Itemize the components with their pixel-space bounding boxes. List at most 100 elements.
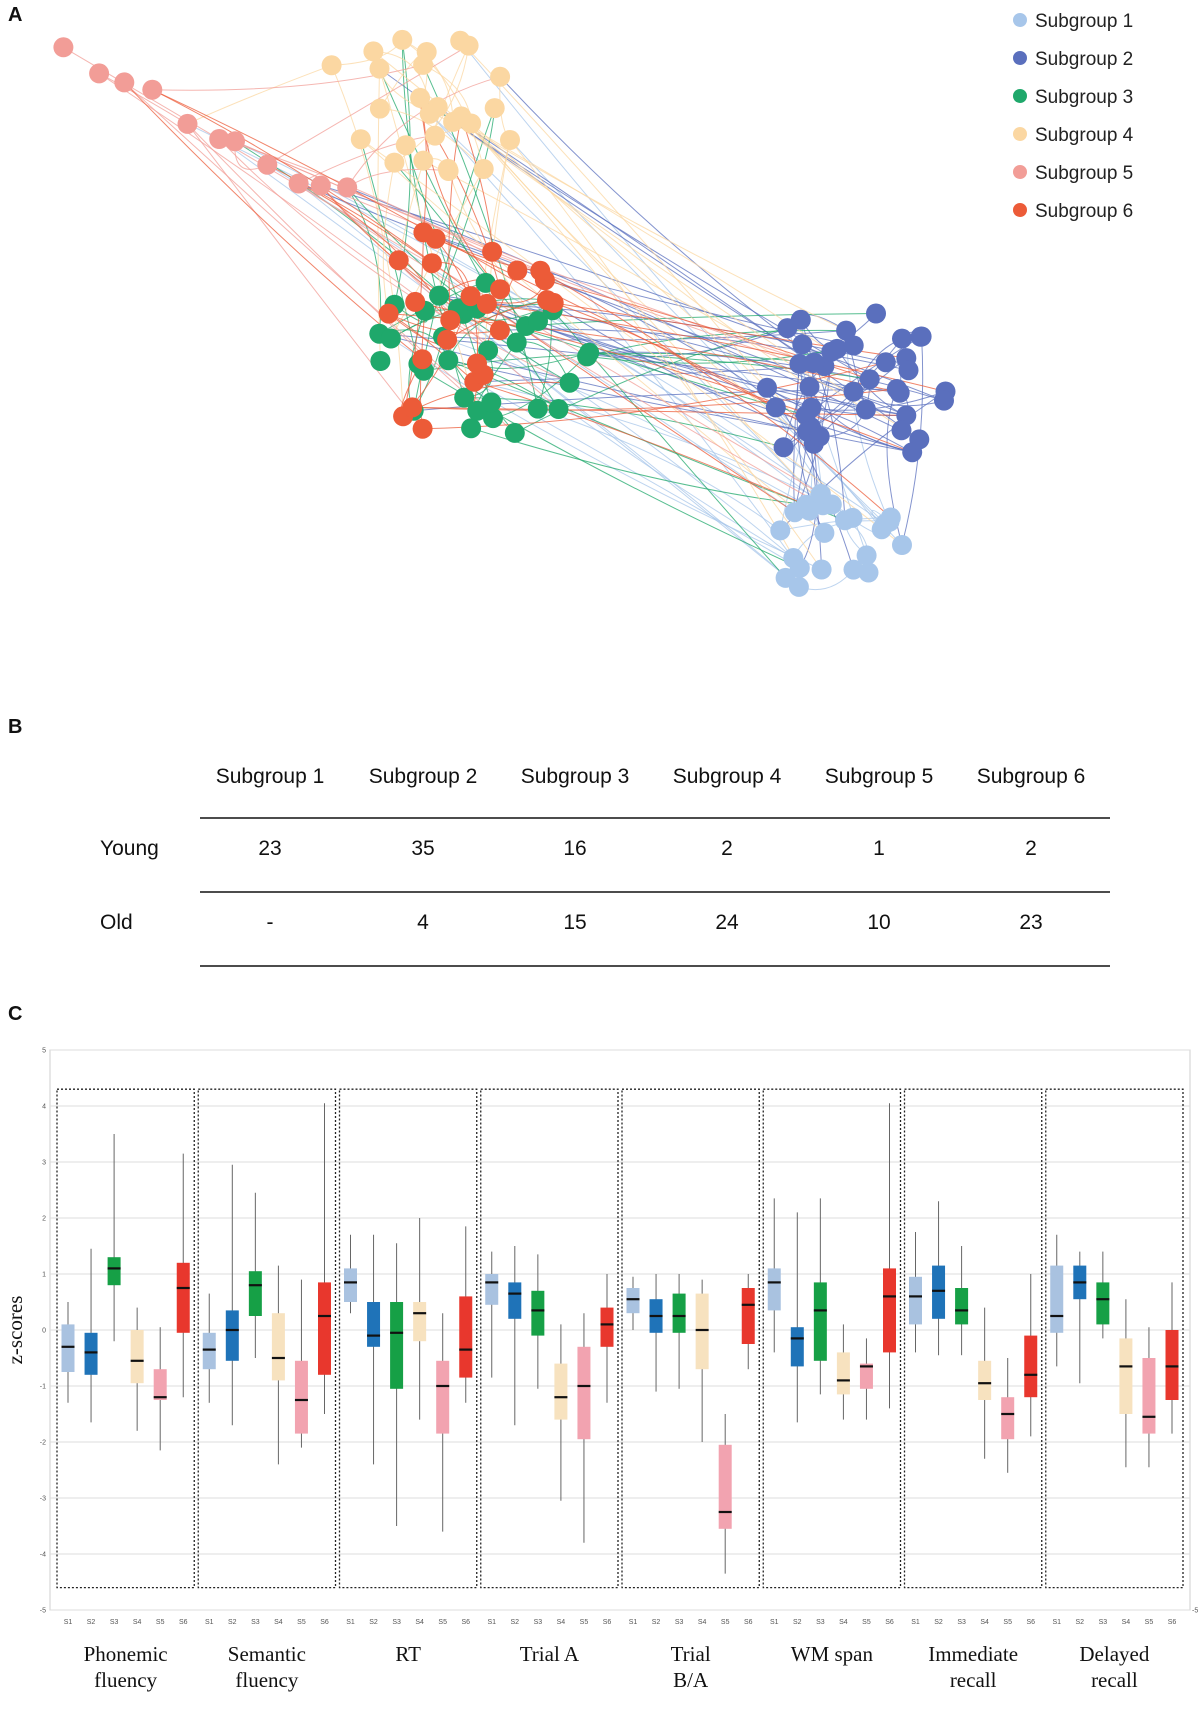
subgroup-table: Subgroup 1 Subgroup 2 Subgroup 3 Subgroup 4… (100, 765, 1110, 967)
network-edge (813, 362, 846, 521)
x-tick-label: S3 (251, 1619, 260, 1626)
network-edge (499, 76, 825, 367)
network-node-subgroup-1 (783, 548, 804, 568)
box-s3 (531, 1290, 545, 1336)
box-s6 (600, 1307, 614, 1347)
network-node-subgroup-5 (209, 129, 230, 149)
network-edge (218, 138, 570, 384)
x-tick-label: S2 (369, 1619, 378, 1626)
network-edge (553, 302, 777, 408)
network-node-subgroup-4 (461, 113, 482, 134)
network-node-subgroup-2 (859, 369, 880, 390)
network-edge (448, 359, 808, 433)
network-node-subgroup-2 (799, 376, 820, 397)
network-node-subgroup-6 (537, 290, 557, 311)
network-edge (438, 108, 496, 296)
x-tick-label: S3 (675, 1619, 684, 1626)
panel-label-a: A (8, 4, 23, 26)
x-tick-label: S5 (438, 1619, 447, 1626)
network-edge (470, 123, 815, 445)
network-node-subgroup-6 (437, 329, 458, 350)
network-node-subgroup-2 (809, 426, 830, 447)
category-label: Delayed (1079, 1642, 1149, 1666)
network-node-subgroup-4 (500, 130, 520, 150)
network-edge (360, 139, 419, 365)
network-nodes (53, 29, 956, 597)
network-node-subgroup-5 (177, 113, 198, 134)
category-label: Semantic (228, 1642, 306, 1666)
network-node-subgroup-4 (443, 111, 464, 132)
network-node-subgroup-4 (410, 87, 431, 108)
network-node-subgroup-2 (804, 352, 825, 373)
legend-label-subgroup-3: Subgroup 3 (1035, 87, 1133, 108)
network-node-subgroup-2 (836, 320, 857, 341)
box-s1 (344, 1268, 357, 1302)
network-node-subgroup-5 (89, 63, 110, 84)
network-node-subgroup-1 (814, 522, 835, 543)
x-tick-label: S2 (652, 1619, 661, 1626)
network-edge (553, 302, 907, 359)
network-edge (423, 160, 867, 410)
x-tick-label: S4 (557, 1619, 566, 1626)
network-edge (470, 123, 768, 389)
network-node-subgroup-6 (476, 293, 497, 314)
network-edge (298, 183, 854, 393)
network-node-subgroup-3 (528, 311, 548, 331)
test-group-frame (480, 1088, 619, 1589)
box-s3 (107, 1257, 121, 1286)
panel-label-b: B (8, 716, 23, 738)
table-cell: 1 (873, 837, 885, 860)
network-node-subgroup-3 (370, 351, 391, 371)
network-edge (476, 139, 511, 364)
table-row-label: Young (100, 837, 159, 860)
table-cell: 2 (1025, 837, 1037, 860)
box-s3 (672, 1293, 686, 1333)
network-edge (267, 45, 469, 166)
legend-marker-subgroup-2 (1013, 51, 1027, 65)
network-edge (474, 365, 825, 383)
network-node-subgroup-4 (450, 30, 471, 51)
x-tick-label: S1 (911, 1619, 920, 1626)
box-s5 (436, 1360, 450, 1434)
network-node-subgroup-4 (425, 125, 445, 146)
box-s2 (225, 1310, 239, 1361)
x-tick-label: S3 (957, 1619, 966, 1626)
network-edge (460, 116, 493, 252)
y-tick-label: 1 (42, 1272, 46, 1279)
network-edge (347, 186, 920, 440)
x-tick-label: S5 (156, 1619, 165, 1626)
y-tick-label: -5 (40, 1608, 46, 1615)
network-node-subgroup-1 (842, 507, 863, 528)
network-node-subgroup-1 (858, 562, 879, 583)
box-s5 (153, 1369, 167, 1400)
legend-marker-subgroup-5 (1013, 165, 1027, 179)
y-tick-label: 3 (42, 1160, 46, 1167)
box-s2 (508, 1282, 522, 1319)
network-node-subgroup-6 (421, 253, 442, 274)
network-node-subgroup-2 (934, 390, 954, 411)
box-s2 (932, 1265, 946, 1319)
legend-label-subgroup-5: Subgroup 5 (1035, 163, 1133, 184)
network-node-subgroup-4 (419, 103, 440, 124)
box-s6 (883, 1268, 896, 1353)
network-edge (434, 135, 501, 290)
network-node-subgroup-3 (380, 328, 401, 349)
network-edge (435, 238, 812, 428)
box-s6 (1024, 1335, 1038, 1398)
y-axis-label: z-scores (3, 1296, 27, 1365)
x-tick-label: S6 (603, 1619, 612, 1626)
network-edge (448, 116, 462, 321)
network-node-subgroup-2 (757, 377, 777, 398)
box-s2 (790, 1327, 804, 1367)
network-edge (589, 352, 870, 380)
network-edge (509, 139, 801, 569)
network-node-subgroup-6 (440, 310, 461, 331)
network-node-subgroup-2 (821, 341, 842, 362)
x-tick-label: S2 (228, 1619, 237, 1626)
network-edge (474, 381, 833, 505)
x-tick-label: S1 (64, 1619, 73, 1626)
network-node-subgroup-3 (454, 387, 475, 408)
x-tick-label: S2 (87, 1619, 96, 1626)
network-node-subgroup-6 (413, 222, 434, 243)
test-group-frame (56, 1088, 195, 1589)
